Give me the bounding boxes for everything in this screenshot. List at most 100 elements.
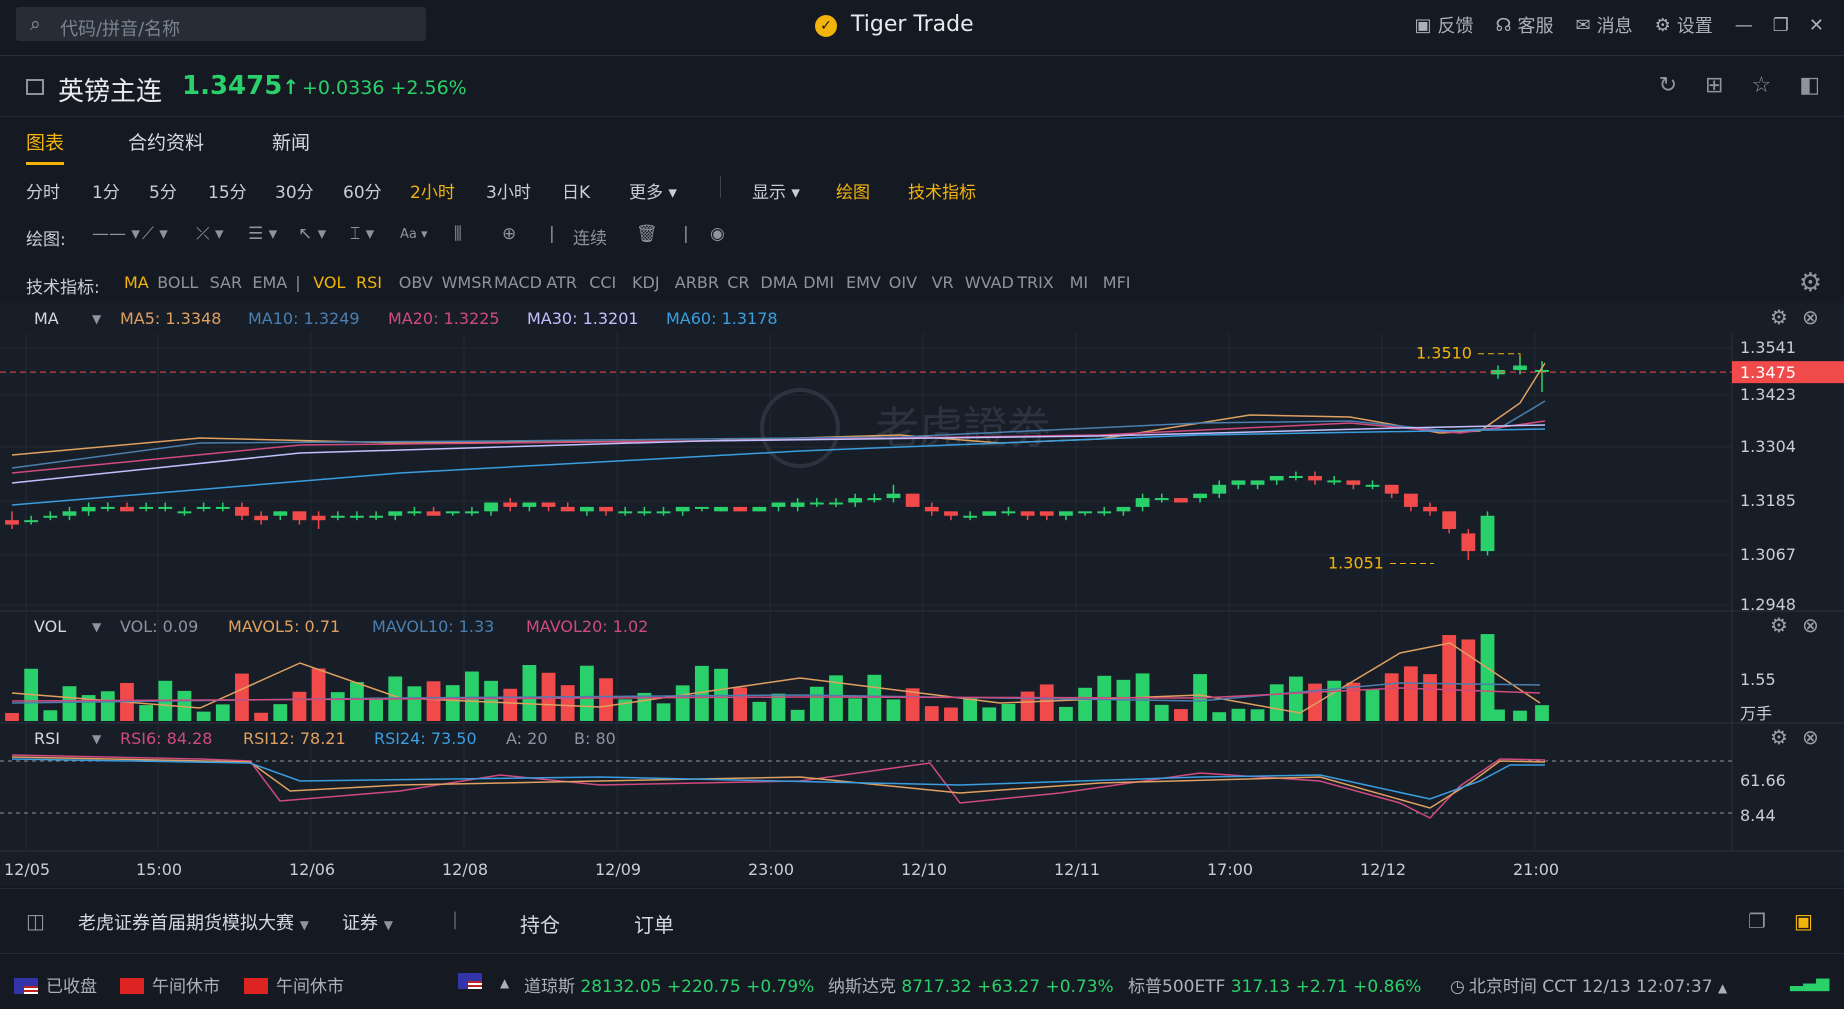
minimize-icon[interactable]: — bbox=[1734, 14, 1753, 36]
tab-positions[interactable]: 持仓 bbox=[520, 913, 560, 937]
star-icon[interactable]: ☆ bbox=[1751, 73, 1772, 98]
period-more[interactable]: 更多 ▾ bbox=[629, 183, 677, 203]
volume-bar bbox=[273, 704, 288, 721]
close-circle-icon[interactable]: ⊗ bbox=[1802, 613, 1819, 637]
gear-icon[interactable]: ⚙ bbox=[1770, 305, 1788, 329]
nasdaq-ticker[interactable]: 纳斯达克 8717.32 +63.27 +0.73% bbox=[828, 977, 1114, 997]
ma-legend-name[interactable]: MA bbox=[34, 309, 59, 328]
trash-icon[interactable]: 🗑 bbox=[636, 224, 658, 244]
period-2h[interactable]: 2小时 bbox=[410, 183, 455, 203]
indicator-settings-icon[interactable]: ⚙ bbox=[1798, 268, 1822, 298]
chevron-down-icon[interactable]: ▼ bbox=[92, 312, 102, 326]
candle-body bbox=[522, 502, 537, 507]
indicator-ma[interactable]: MA bbox=[124, 273, 149, 292]
settings-button[interactable]: ⚙ 设置 bbox=[1654, 14, 1713, 38]
indicator-boll[interactable]: BOLL bbox=[157, 273, 199, 292]
indicator-wmsr[interactable]: WMSR bbox=[441, 273, 493, 292]
chart-area[interactable]: MA ▼ MA5: 1.3348 MA10: 1.3249 MA20: 1.32… bbox=[0, 303, 1844, 886]
popout-icon[interactable]: ❐ bbox=[1748, 909, 1766, 933]
restore-icon[interactable]: ❐ bbox=[1772, 14, 1789, 36]
refresh-icon[interactable]: ↻ bbox=[1658, 73, 1678, 98]
bars-tool-icon[interactable]: ⫼ bbox=[454, 224, 462, 244]
search-box[interactable]: ⌕ 代码/拼音/名称 bbox=[16, 7, 426, 41]
indicator-wvad[interactable]: WVAD bbox=[964, 273, 1014, 292]
chevron-down-icon[interactable]: ▼ bbox=[92, 620, 102, 634]
indicator-cr[interactable]: CR bbox=[727, 273, 750, 292]
tab-chart[interactable]: 图表 bbox=[26, 128, 65, 165]
volume-bar bbox=[886, 699, 901, 721]
channel-tool-icon[interactable]: ☰ ▾ bbox=[248, 224, 278, 244]
messages-button[interactable]: ✉ 消息 bbox=[1575, 14, 1633, 38]
gear-icon[interactable]: ⚙ bbox=[1770, 613, 1788, 637]
candle-body bbox=[809, 502, 824, 505]
period-15min[interactable]: 15分 bbox=[208, 183, 247, 203]
tab-news[interactable]: 新闻 bbox=[272, 132, 311, 154]
indicator-vol[interactable]: VOL bbox=[313, 273, 346, 292]
candle-body bbox=[618, 511, 633, 514]
indicator-ema[interactable]: EMA bbox=[252, 273, 288, 292]
service-button[interactable]: ☊ 客服 bbox=[1495, 14, 1554, 38]
chart-svg[interactable]: 1.3541 1.3423 1.3304 1.3185 1.3067 1.2948 老虎證劵… bbox=[0, 303, 1844, 886]
indicator-dma[interactable]: DMA bbox=[760, 273, 798, 292]
tab-contract-info[interactable]: 合约资料 bbox=[128, 132, 205, 154]
indicator-atr[interactable]: ATR bbox=[546, 273, 577, 292]
dow-ticker[interactable]: 道琼斯 28132.05 +220.75 +0.79% bbox=[524, 977, 815, 997]
indicator-emv[interactable]: EMV bbox=[846, 273, 881, 292]
zoom-icon[interactable]: ⊕ bbox=[502, 224, 517, 244]
close-icon[interactable]: ✕ bbox=[1808, 14, 1824, 36]
period-3h[interactable]: 3小时 bbox=[486, 183, 531, 203]
volume-bar bbox=[311, 668, 326, 721]
period-30min[interactable]: 30分 bbox=[275, 183, 314, 203]
ray-tool-icon[interactable]: ⤫ ▾ bbox=[196, 224, 224, 244]
period-5min[interactable]: 5分 bbox=[149, 183, 177, 203]
measure-tool-icon[interactable]: ⌶ ▾ bbox=[350, 224, 375, 244]
period-daily[interactable]: 日K bbox=[562, 183, 591, 203]
vol-legend-name[interactable]: VOL bbox=[34, 617, 67, 636]
close-circle-icon[interactable]: ⊗ bbox=[1802, 725, 1819, 749]
indicator-dmi[interactable]: DMI bbox=[803, 273, 835, 292]
indicator-kdj[interactable]: KDJ bbox=[632, 273, 660, 292]
indicator-mfi[interactable]: MFI bbox=[1102, 273, 1131, 292]
indicator-sar[interactable]: SAR bbox=[209, 273, 243, 292]
period-60min[interactable]: 60分 bbox=[343, 183, 382, 203]
panel-expand-icon[interactable]: ▣ bbox=[1794, 909, 1813, 933]
arrow-tool-icon[interactable]: ↖ ▾ bbox=[298, 224, 327, 244]
draw-toggle[interactable]: 绘图 bbox=[836, 183, 870, 203]
period-1min[interactable]: 1分 bbox=[92, 183, 120, 203]
candle-body bbox=[1174, 498, 1188, 503]
feedback-button[interactable]: ▣ 反馈 bbox=[1414, 14, 1474, 38]
panel-right-icon[interactable]: ◧ bbox=[1799, 73, 1820, 98]
candle-body bbox=[1403, 493, 1418, 507]
contest-dropdown[interactable]: 老虎证券首届期货模拟大赛 ▼ bbox=[78, 913, 309, 934]
indicator-obv[interactable]: OBV bbox=[398, 273, 433, 292]
continuous-toggle[interactable]: 连续 bbox=[573, 229, 607, 249]
tech-indicator-toggle[interactable]: 技术指标 bbox=[908, 183, 976, 203]
indicator-mi[interactable]: MI bbox=[1069, 273, 1089, 292]
eye-icon[interactable]: ◉ bbox=[710, 224, 725, 244]
indicator-vr[interactable]: VR bbox=[931, 273, 954, 292]
text-tool-icon[interactable]: Aa ▾ bbox=[400, 227, 428, 242]
display-menu[interactable]: 显示 ▾ bbox=[752, 183, 800, 203]
indicator-cci[interactable]: CCI bbox=[589, 273, 617, 292]
sidebar-toggle-icon[interactable] bbox=[26, 79, 44, 95]
gear-icon[interactable]: ⚙ bbox=[1770, 725, 1788, 749]
candle-body bbox=[235, 506, 249, 516]
chevron-up-icon[interactable]: ▲ bbox=[500, 976, 510, 990]
close-circle-icon[interactable]: ⊗ bbox=[1802, 305, 1819, 329]
trend-tool-icon[interactable]: ⟋ ▾ bbox=[142, 224, 168, 244]
chevron-down-icon[interactable]: ▼ bbox=[92, 732, 102, 746]
indicator-trix[interactable]: TRIX bbox=[1017, 273, 1054, 292]
period-timeshare[interactable]: 分时 bbox=[26, 183, 60, 203]
indicator-oiv[interactable]: OIV bbox=[888, 273, 918, 292]
tab-orders[interactable]: 订单 bbox=[634, 913, 674, 937]
securities-dropdown[interactable]: 证券 ▼ bbox=[342, 913, 393, 934]
indicator-macd[interactable]: MACD bbox=[494, 273, 542, 292]
indicator-rsi[interactable]: RSI bbox=[356, 273, 382, 292]
rsi-legend-name[interactable]: RSI bbox=[34, 729, 60, 748]
indicator-arbr[interactable]: ARBR bbox=[674, 273, 719, 292]
sp500-ticker[interactable]: 标普500ETF 317.13 +2.71 +0.86% bbox=[1128, 977, 1422, 997]
candle-body bbox=[963, 515, 978, 518]
panel-toggle-icon[interactable]: ◫ bbox=[26, 909, 45, 933]
line-tool-icon[interactable]: —— ▾ bbox=[92, 224, 140, 244]
grid-icon[interactable]: ⊞ bbox=[1705, 73, 1724, 98]
